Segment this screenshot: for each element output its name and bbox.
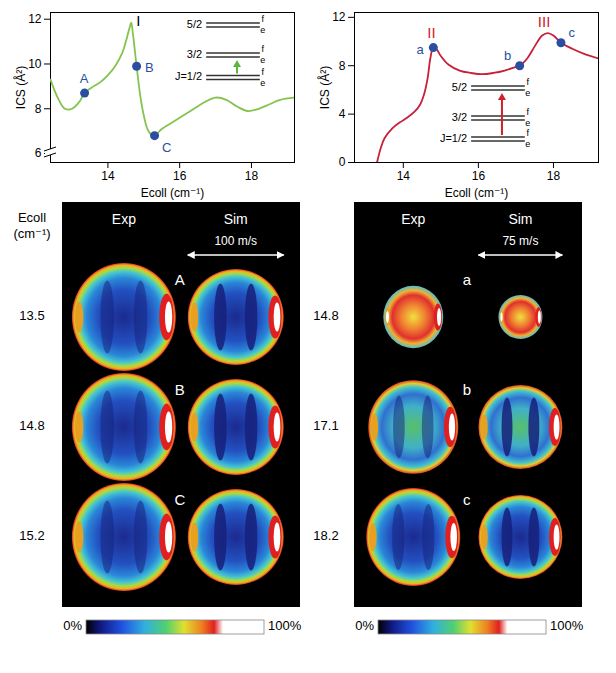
svg-text:14.8: 14.8 [19,418,44,433]
svg-text:8: 8 [35,102,42,116]
svg-text:0%: 0% [63,618,82,633]
svg-text:I: I [136,12,140,29]
svg-text:c: c [568,25,575,40]
svg-text:Exp: Exp [112,211,136,227]
svg-text:4: 4 [339,107,346,121]
svg-text:Ecoll(cm⁻¹): Ecoll(cm⁻¹) [13,210,50,241]
svg-text:III: III [538,13,551,30]
svg-text:17.1: 17.1 [313,418,338,433]
svg-text:b: b [463,381,471,398]
svg-text:Sim: Sim [508,211,532,227]
svg-text:e: e [260,25,265,35]
svg-text:0: 0 [339,155,346,169]
svg-text:100%: 100% [550,618,584,633]
svg-text:3/2: 3/2 [452,111,467,123]
svg-text:c: c [463,491,471,508]
svg-text:5/2: 5/2 [187,18,202,30]
svg-text:0%: 0% [355,618,374,633]
svg-text:J=1/2: J=1/2 [175,70,202,82]
svg-text:f: f [262,67,265,77]
svg-text:6: 6 [35,146,42,160]
svg-text:16: 16 [472,169,486,183]
svg-text:ICS (Å²): ICS (Å²) [317,66,332,109]
svg-text:A: A [80,71,89,86]
svg-text:C: C [174,491,185,508]
svg-text:16: 16 [173,169,187,183]
svg-text:II: II [427,24,435,41]
svg-text:b: b [504,48,511,63]
svg-text:e: e [525,88,530,98]
svg-text:B: B [175,381,185,398]
svg-text:f: f [527,77,530,87]
svg-text:e: e [260,78,265,88]
svg-text:14: 14 [397,169,411,183]
svg-text:e: e [260,55,265,65]
svg-text:a: a [463,271,472,288]
svg-text:A: A [175,271,185,288]
svg-text:Ecoll (cm⁻¹): Ecoll (cm⁻¹) [445,186,509,200]
svg-text:18.2: 18.2 [313,528,338,543]
svg-text:12: 12 [28,12,42,26]
svg-text:5/2: 5/2 [452,81,467,93]
svg-text:f: f [527,128,530,138]
svg-text:J=1/2: J=1/2 [440,132,467,144]
svg-text:3/2: 3/2 [187,48,202,60]
svg-text:18: 18 [547,169,561,183]
svg-text:e: e [525,118,530,128]
svg-text:100%: 100% [268,618,302,633]
svg-text:f: f [262,44,265,54]
svg-text:12: 12 [332,10,346,24]
svg-text:C: C [162,140,171,155]
svg-text:e: e [525,139,530,149]
svg-text:100 m/s: 100 m/s [214,234,257,248]
svg-text:Exp: Exp [401,211,425,227]
svg-text:75 m/s: 75 m/s [502,234,538,248]
svg-text:ICS (Å²): ICS (Å²) [13,66,28,109]
svg-text:Sim: Sim [224,211,248,227]
svg-text:15.2: 15.2 [19,528,44,543]
svg-text:Ecoll (cm⁻¹): Ecoll (cm⁻¹) [141,186,205,200]
svg-text:B: B [145,60,154,75]
svg-text:13.5: 13.5 [19,308,44,323]
svg-text:14: 14 [101,169,115,183]
svg-text:18: 18 [245,169,259,183]
svg-text:8: 8 [339,59,346,73]
svg-text:f: f [527,107,530,117]
svg-text:14.8: 14.8 [313,308,338,323]
svg-text:10: 10 [28,57,42,71]
svg-text:a: a [417,42,425,57]
svg-text:f: f [262,14,265,24]
